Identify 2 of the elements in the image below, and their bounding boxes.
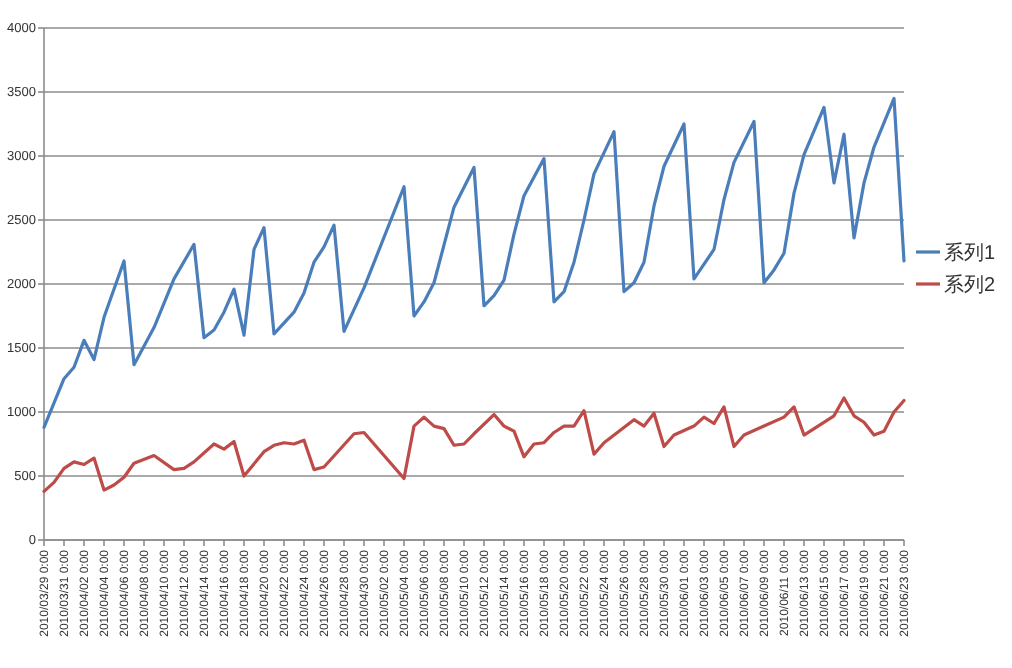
legend-label: 系列2 [944, 273, 996, 297]
legend-label: 系列1 [944, 241, 996, 265]
